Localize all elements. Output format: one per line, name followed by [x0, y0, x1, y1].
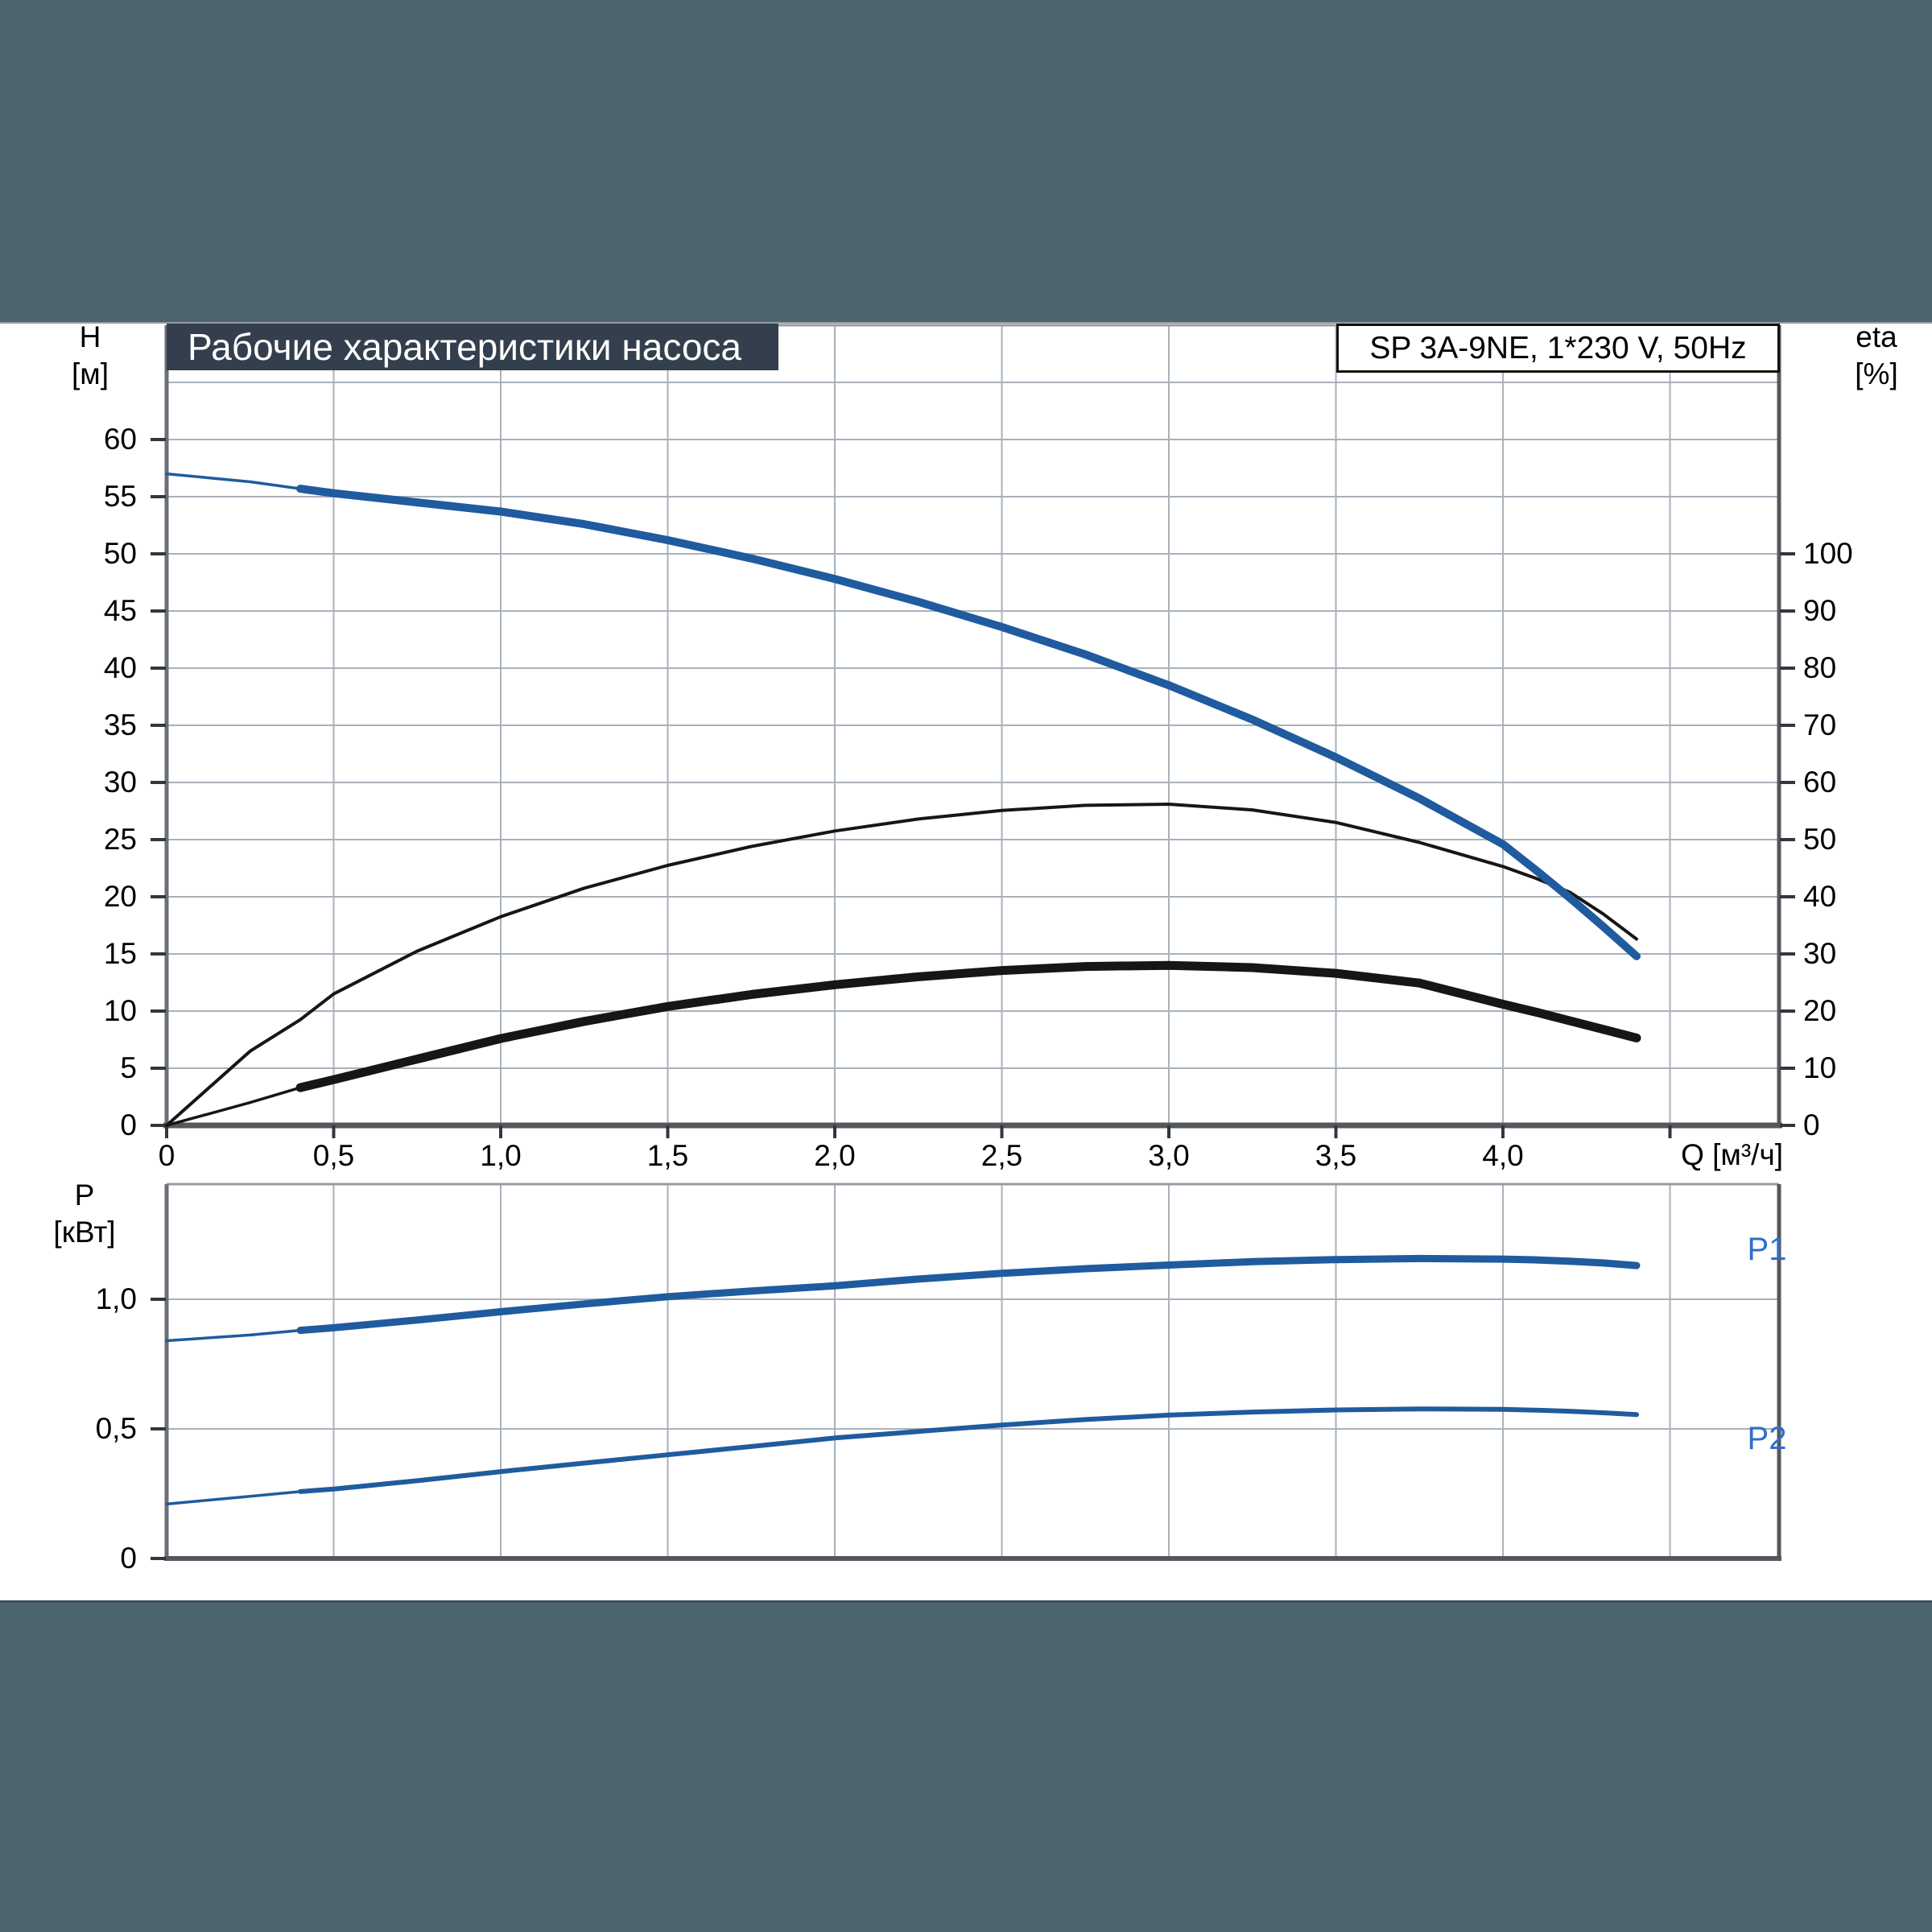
q-tick-label: 3,0: [1148, 1139, 1190, 1172]
h-tick-label: 20: [103, 880, 137, 913]
flow-axis-title: Q [м³/ч]: [1681, 1138, 1783, 1171]
eta-tick-label: 50: [1803, 823, 1837, 856]
pump-model-label: SP 3A-9NE, 1*230 V, 50Hz: [1369, 331, 1747, 365]
h-tick-label: 0: [120, 1108, 137, 1141]
eta-total-curve: [295, 960, 1641, 1092]
q-tick-label: 2,5: [980, 1139, 1023, 1172]
head-axis-name: H: [79, 320, 101, 353]
power-axis-name: P: [74, 1179, 95, 1212]
p-tick-label: 0,5: [95, 1412, 137, 1445]
power-axis-title: P [кВт]: [32, 1177, 137, 1251]
h-tick-label: 40: [103, 651, 137, 684]
bottom-chart-curves: [165, 1254, 1641, 1506]
bottom-band: [0, 1600, 1932, 1932]
eta-tick-label: 10: [1803, 1051, 1837, 1084]
eta-tick-label: 80: [1803, 651, 1837, 684]
p2-curve: [298, 1406, 1639, 1494]
p-tick-label: 1,0: [95, 1282, 137, 1315]
q-tick-label: 3,5: [1315, 1139, 1357, 1172]
h-tick-label: 45: [103, 594, 137, 627]
q-tick-label: 2,0: [814, 1139, 856, 1172]
p1-curve: [296, 1254, 1641, 1335]
power-axis-unit: [кВт]: [53, 1216, 116, 1249]
q-tick-label: 1,5: [646, 1139, 689, 1172]
eta-axis-title: eta [%]: [1821, 319, 1932, 393]
top-chart-curves: [165, 472, 1641, 1127]
h-tick-label: 25: [103, 823, 137, 856]
h-curve-lead: [165, 472, 302, 490]
top-chart-grid: [167, 325, 1779, 1125]
bottom-chart-frame: [164, 1183, 1781, 1561]
h-tick-label: 60: [103, 423, 137, 456]
p1-curve-lead: [165, 1328, 302, 1343]
q-tick-label: 1,0: [480, 1139, 522, 1172]
head-axis-unit: [м]: [72, 357, 109, 390]
h-tick-label: 15: [103, 937, 137, 970]
eta-tick-label: 60: [1803, 766, 1837, 799]
top-band: [0, 0, 1932, 324]
h-tick-label: 10: [103, 994, 137, 1027]
h-curve: [296, 485, 1641, 960]
top-chart-ticks: [151, 438, 1795, 1138]
eta-tick-label: 40: [1803, 880, 1837, 913]
chart-title: Рабочие характеристики насоса: [188, 326, 742, 368]
eta-tick-label: 70: [1803, 708, 1837, 741]
bottom-chart-ticks: [151, 1298, 166, 1560]
eta-tick-label: 100: [1803, 537, 1853, 570]
q-tick-label: 0,5: [312, 1139, 355, 1172]
eta-curve: [165, 803, 1638, 1127]
q-tick-label: 0: [158, 1139, 175, 1172]
eta-tick-label: 30: [1803, 937, 1837, 970]
chart-title-box: Рабочие характеристики насоса: [167, 324, 778, 370]
p2-series-label: P2: [1747, 1421, 1787, 1456]
bottom-chart-grid: [167, 1184, 1779, 1558]
h-tick-label: 30: [103, 766, 137, 799]
q-tick-label: 4,0: [1482, 1139, 1524, 1172]
h-tick-label: 50: [103, 537, 137, 570]
h-tick-label: 55: [103, 480, 137, 513]
head-axis-title: H [м]: [42, 319, 138, 393]
eta-axis-name: eta: [1856, 320, 1897, 353]
eta-total-curve-lead: [165, 1086, 302, 1127]
eta-tick-label: 0: [1803, 1108, 1820, 1141]
eta-tick-label: 90: [1803, 594, 1837, 627]
eta-axis-unit: [%]: [1855, 357, 1898, 390]
p2-curve-lead: [165, 1490, 302, 1506]
eta-tick-label: 20: [1803, 994, 1837, 1027]
pump-model-box: SP 3A-9NE, 1*230 V, 50Hz: [1336, 324, 1780, 373]
h-tick-label: 35: [103, 708, 137, 741]
p1-series-label: P1: [1747, 1232, 1787, 1267]
h-tick-label: 5: [120, 1051, 137, 1084]
p-tick-label: 0: [120, 1542, 137, 1575]
